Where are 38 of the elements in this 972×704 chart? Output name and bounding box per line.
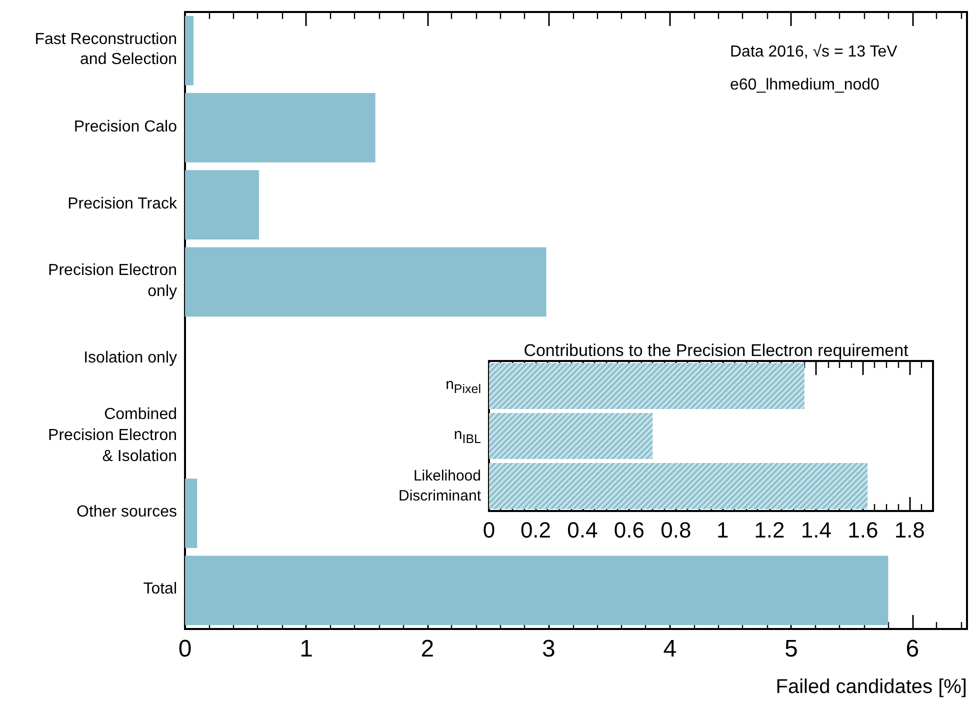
x-axis-title: Failed candidates [%] — [776, 676, 967, 698]
bar — [185, 247, 546, 317]
x-tick-label: 0.6 — [614, 518, 645, 542]
y-tick-label: Combined Precision Electron & Isolation — [48, 405, 177, 467]
x-tick-label: 0.2 — [520, 518, 552, 542]
chart-title: Contributions to the Precision Electron requirement — [524, 341, 909, 360]
y-tick-label: n$_{IBL}$ — [454, 424, 481, 448]
bar — [185, 92, 376, 162]
x-tick-label: 1.8 — [894, 518, 925, 542]
bar — [185, 556, 888, 626]
y-tick-label: Precision Calo — [74, 117, 177, 138]
x-tick-label: 1 — [716, 518, 729, 542]
y-tick-label: n$_{Pixel}$ — [446, 374, 481, 398]
x-tick-label: 5 — [784, 636, 798, 662]
bar — [185, 478, 198, 548]
x-tick-label: 1.2 — [754, 518, 785, 542]
bar — [185, 16, 194, 86]
x-tick-label: 3 — [542, 636, 556, 662]
annotation: e60_lhmedium_nod0 — [730, 76, 880, 94]
x-tick-label: 2 — [420, 636, 434, 662]
x-tick-label: 0.8 — [660, 518, 692, 542]
x-tick-label: 0 — [178, 636, 192, 662]
y-tick-label: Other sources — [76, 502, 177, 523]
annotation: Data 2016, √s = 13 TeV — [730, 44, 898, 60]
y-tick-label: Precision Electron only — [48, 261, 177, 302]
y-tick-label: Precision Track — [68, 194, 177, 214]
x-tick-label: 6 — [906, 636, 920, 662]
x-tick-label: 0.4 — [567, 518, 598, 542]
y-tick-label: Likelihood Discriminant — [398, 466, 481, 506]
x-tick-label: 1.4 — [800, 518, 832, 542]
x-tick-label: 0 — [482, 518, 496, 542]
x-tick-label: 1 — [300, 636, 313, 662]
y-tick-label: Total — [143, 580, 177, 600]
y-tick-label: Isolation only — [84, 348, 177, 369]
x-tick-label: 1.6 — [848, 518, 878, 542]
y-tick-label: Fast Reconstruction and Selection — [34, 30, 177, 71]
x-tick-label: 4 — [663, 636, 677, 662]
bar — [185, 170, 259, 240]
